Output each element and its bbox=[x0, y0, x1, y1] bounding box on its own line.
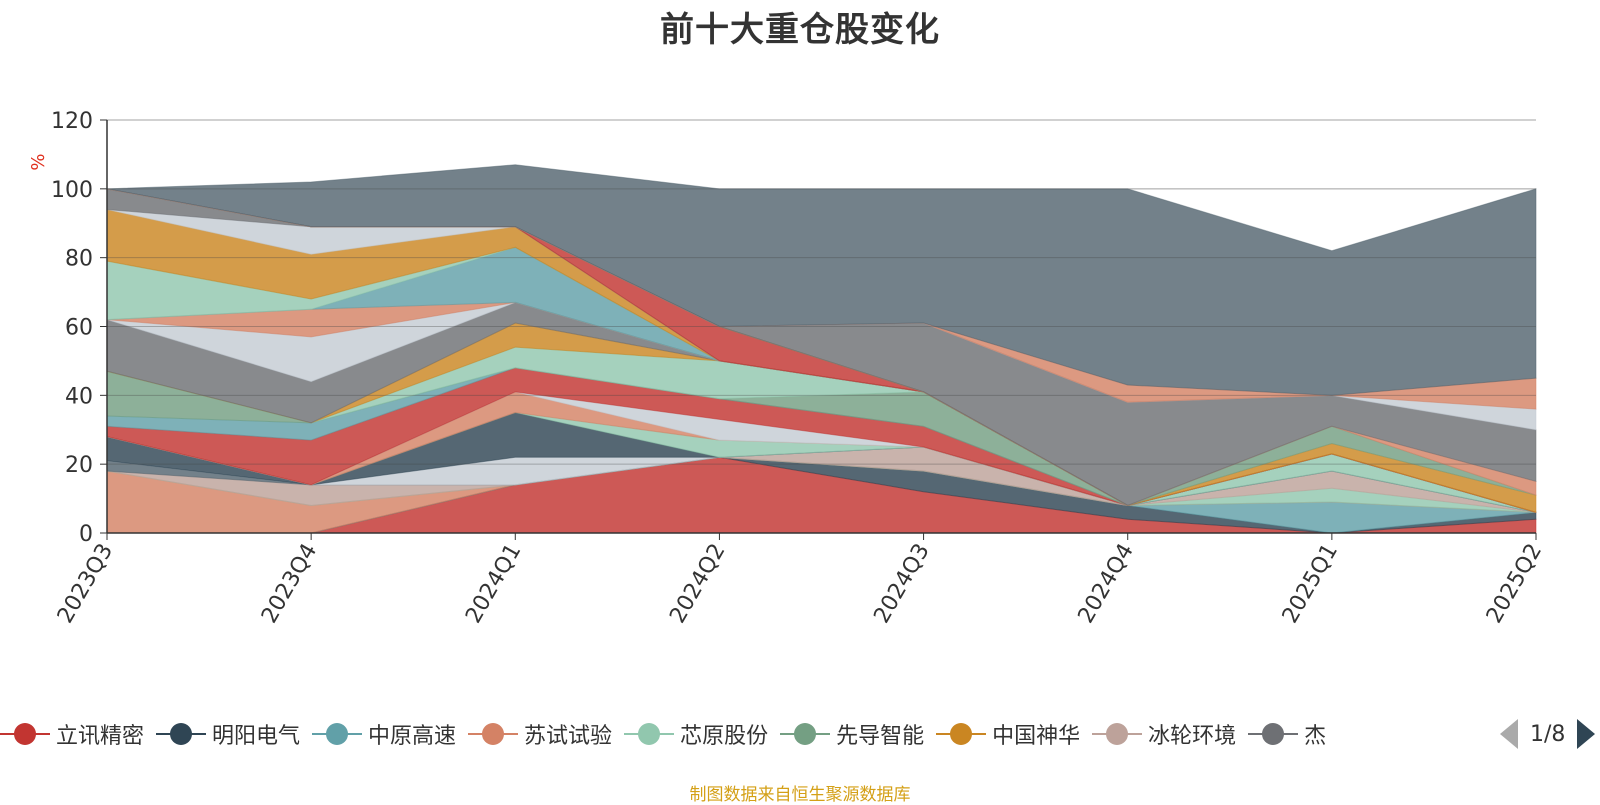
legend-marker-icon bbox=[0, 723, 50, 745]
y-tick-label: 60 bbox=[65, 316, 93, 341]
y-tick-label: 80 bbox=[65, 247, 93, 272]
x-tick-label: 2024Q3 bbox=[869, 540, 934, 628]
chart-title: 前十大重仓股变化 bbox=[660, 10, 940, 50]
legend-item[interactable]: 中国神华 bbox=[936, 716, 1080, 752]
legend-pager: 1/8 bbox=[1500, 718, 1596, 750]
legend-marker-dot bbox=[482, 723, 505, 745]
area-系列38 bbox=[106, 164, 1537, 396]
legend-label: 冰轮环境 bbox=[1148, 724, 1237, 749]
legend-item[interactable]: 苏试试验 bbox=[468, 716, 612, 752]
legend-marker-dot bbox=[14, 723, 36, 745]
legend-label: 立讯精密 bbox=[56, 724, 145, 749]
legend-item[interactable]: 冰轮环境 bbox=[1092, 716, 1236, 752]
y-axis-label: % bbox=[28, 153, 49, 170]
legend-label: 先导智能 bbox=[836, 724, 925, 749]
x-tick-label: 2023Q4 bbox=[257, 540, 322, 628]
legend-prev-icon[interactable] bbox=[1500, 719, 1518, 749]
legend-page-indicator: 1/8 bbox=[1530, 721, 1566, 747]
legend-item[interactable]: 明阳电气 bbox=[156, 716, 300, 752]
x-tick-label: 2024Q2 bbox=[665, 540, 730, 628]
legend-label: 杰 bbox=[1304, 724, 1327, 749]
legend-label: 芯原股份 bbox=[680, 724, 769, 749]
y-tick-label: 40 bbox=[65, 384, 93, 409]
x-tick-label: 2024Q1 bbox=[461, 540, 526, 628]
y-tick-label: 120 bbox=[51, 109, 93, 134]
legend-marker-dot bbox=[950, 723, 973, 745]
legend-marker-dot bbox=[170, 723, 193, 745]
legend-marker-dot bbox=[1106, 723, 1129, 745]
legend-item[interactable]: 芯原股份 bbox=[624, 716, 768, 752]
y-tick-label: 0 bbox=[79, 522, 93, 547]
y-tick-label: 20 bbox=[65, 453, 93, 478]
legend-marker-icon bbox=[936, 723, 987, 745]
legend-marker-icon bbox=[156, 723, 207, 745]
legend-marker-icon bbox=[1092, 723, 1143, 745]
legend-marker-dot bbox=[638, 723, 661, 745]
x-tick-label: 2023Q3 bbox=[53, 540, 118, 628]
legend-marker-dot bbox=[1262, 723, 1285, 745]
legend-label: 苏试试验 bbox=[524, 724, 613, 749]
x-tick-label: 2025Q2 bbox=[1482, 540, 1547, 628]
legend-label: 明阳电气 bbox=[212, 724, 301, 749]
data-source-note: 制图数据来自恒生聚源数据库 bbox=[689, 785, 911, 805]
legend-label: 中国神华 bbox=[992, 724, 1081, 749]
legend-marker-dot bbox=[794, 723, 817, 745]
legend-item[interactable]: 先导智能 bbox=[780, 716, 924, 752]
legend-item[interactable]: 立讯精密 bbox=[0, 716, 144, 752]
legend-marker-dot bbox=[326, 723, 349, 745]
x-tick-label: 2025Q1 bbox=[1278, 540, 1343, 628]
legend-marker-icon bbox=[468, 723, 519, 745]
legend-marker-icon bbox=[312, 723, 363, 745]
legend-label: 中原高速 bbox=[368, 724, 457, 749]
legend-item[interactable]: 中原高速 bbox=[312, 716, 456, 752]
legend-marker-icon bbox=[624, 723, 675, 745]
y-tick-label: 100 bbox=[51, 178, 93, 203]
chart-canvas: 0 20 40 60 80 100 120% 2023Q3 2023Q4 2024Q1 2024Q2… bbox=[28, 109, 1547, 628]
legend-item[interactable]: 杰 bbox=[1248, 716, 1326, 752]
legend-next-icon[interactable] bbox=[1577, 719, 1596, 749]
legend-marker-icon bbox=[780, 723, 831, 745]
legend: 立讯精密 明阳电气 中原高速 苏试试验 芯原股份 先导智能 中国神华 冰轮环境 杰 bbox=[0, 716, 1480, 752]
legend-marker-icon bbox=[1248, 723, 1299, 745]
x-tick-label: 2024Q4 bbox=[1074, 540, 1139, 628]
